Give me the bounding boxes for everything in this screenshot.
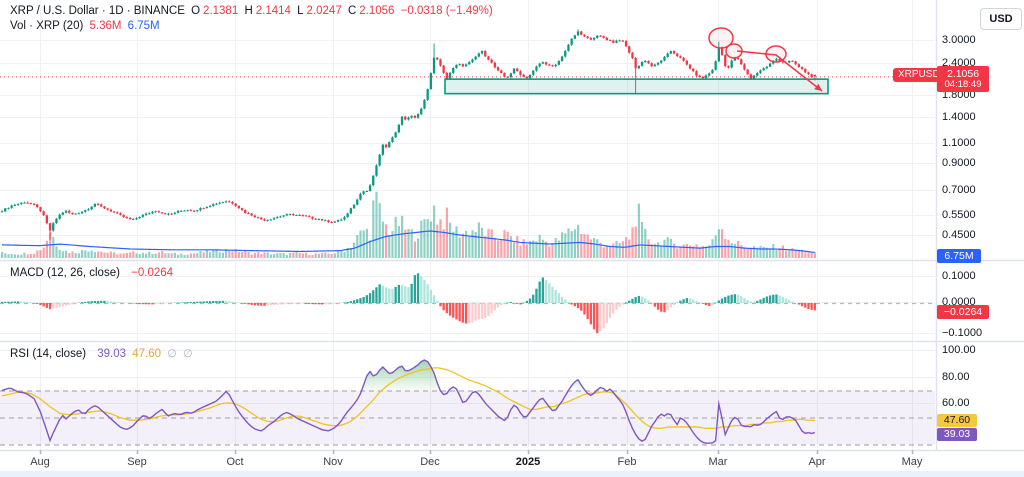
macd-value-badge: −0.0264 [937, 305, 989, 319]
time-axis-label: Oct [226, 456, 244, 468]
time-axis-label: Sep [127, 456, 147, 468]
time-axis-label: Apr [808, 456, 826, 468]
close-label: C [347, 5, 357, 17]
open-value: 2.1381 [203, 5, 239, 17]
price-axis-label: 60.00 [942, 397, 970, 409]
low-label: L [297, 5, 304, 17]
price-axis-label: 1.4000 [942, 111, 976, 123]
bottom-scrollbar-strip [0, 471, 1024, 477]
volume-ma-badge: 6.75M [937, 249, 981, 263]
currency-usd-button[interactable]: USD [980, 8, 1022, 30]
symbol-price-flag: XRPUSD [893, 68, 945, 82]
time-axis-label: Aug [30, 456, 50, 468]
high-label: H [244, 5, 253, 17]
rsi-legend: RSI (14, close) 39.03 47.60 ∅ ∅ [10, 347, 196, 360]
current-price-badge: 2.1056 04:18:49 [937, 66, 989, 92]
price-axis-label: 100.00 [942, 344, 976, 356]
rsi-value: 39.03 [97, 348, 127, 360]
volume-legend: Vol · XRP (20) 5.36M 6.75M [10, 20, 163, 32]
macd-legend: MACD (12, 26, close) −0.0264 [10, 267, 176, 279]
volume-label: Vol · XRP (20) [10, 20, 84, 32]
rsi-ma-badge: 47.60 [937, 414, 977, 427]
time-axis-label: Nov [323, 456, 343, 468]
symbol-title: XRP / U.S. Dollar · 1D · BINANCE [10, 5, 185, 17]
hidden-series-icon[interactable]: ∅ [167, 348, 177, 360]
time-axis-label: Mar [708, 456, 728, 468]
time-axis-label: May [901, 456, 923, 468]
price-axis-label: 0.7000 [942, 184, 976, 196]
price-axis-label: −0.1000 [942, 327, 983, 339]
high-value: 2.1414 [255, 5, 291, 17]
time-axis-label: 2025 [515, 456, 541, 468]
price-axis-label: 0.5500 [942, 209, 976, 221]
time-axis-label: Dec [420, 456, 440, 468]
price-axis-label: 1.8000 [942, 89, 976, 101]
low-value: 2.0247 [306, 5, 342, 17]
macd-value: −0.0264 [131, 267, 174, 279]
price-axis-label: 0.4500 [942, 229, 976, 241]
volume-value: 5.36M [89, 20, 122, 32]
rsi-value-badge: 39.03 [937, 428, 977, 441]
open-label: O [191, 5, 201, 17]
current-price-value: 2.1056 [946, 67, 980, 80]
time-axis-label: Feb [617, 456, 637, 468]
close-value: 2.1056 [359, 5, 395, 17]
price-axis-label: 3.0000 [942, 34, 976, 46]
price-axis-label: 80.00 [942, 371, 970, 383]
bar-countdown: 04:18:49 [944, 78, 982, 90]
price-axis-label: 0.9000 [942, 157, 976, 169]
macd-label: MACD (12, 26, close) [10, 267, 120, 279]
price-axis-label: 0.1000 [942, 270, 976, 282]
rsi-label: RSI (14, close) [10, 348, 87, 360]
hidden-series-icon[interactable]: ∅ [183, 348, 193, 360]
price-axis-label: 1.1000 [942, 137, 976, 149]
volume-ma-value: 6.75M [127, 20, 160, 32]
symbol-legend: XRP / U.S. Dollar · 1D · BINANCE O 2.1381… [10, 5, 496, 17]
change-value: −0.0318 (−1.49%) [400, 5, 493, 17]
rsi-ma-value: 47.60 [132, 348, 162, 360]
